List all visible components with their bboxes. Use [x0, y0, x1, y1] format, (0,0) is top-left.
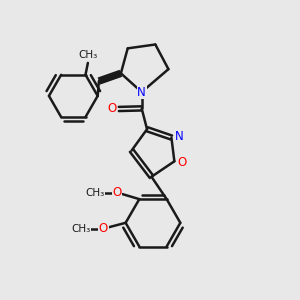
Text: O: O — [177, 156, 186, 169]
Text: CH₃: CH₃ — [85, 188, 105, 198]
Text: O: O — [112, 186, 122, 199]
Text: O: O — [107, 102, 117, 115]
Text: O: O — [99, 222, 108, 235]
Text: N: N — [137, 85, 146, 98]
Text: N: N — [175, 130, 183, 142]
Text: CH₃: CH₃ — [72, 224, 91, 234]
Text: CH₃: CH₃ — [79, 50, 98, 60]
